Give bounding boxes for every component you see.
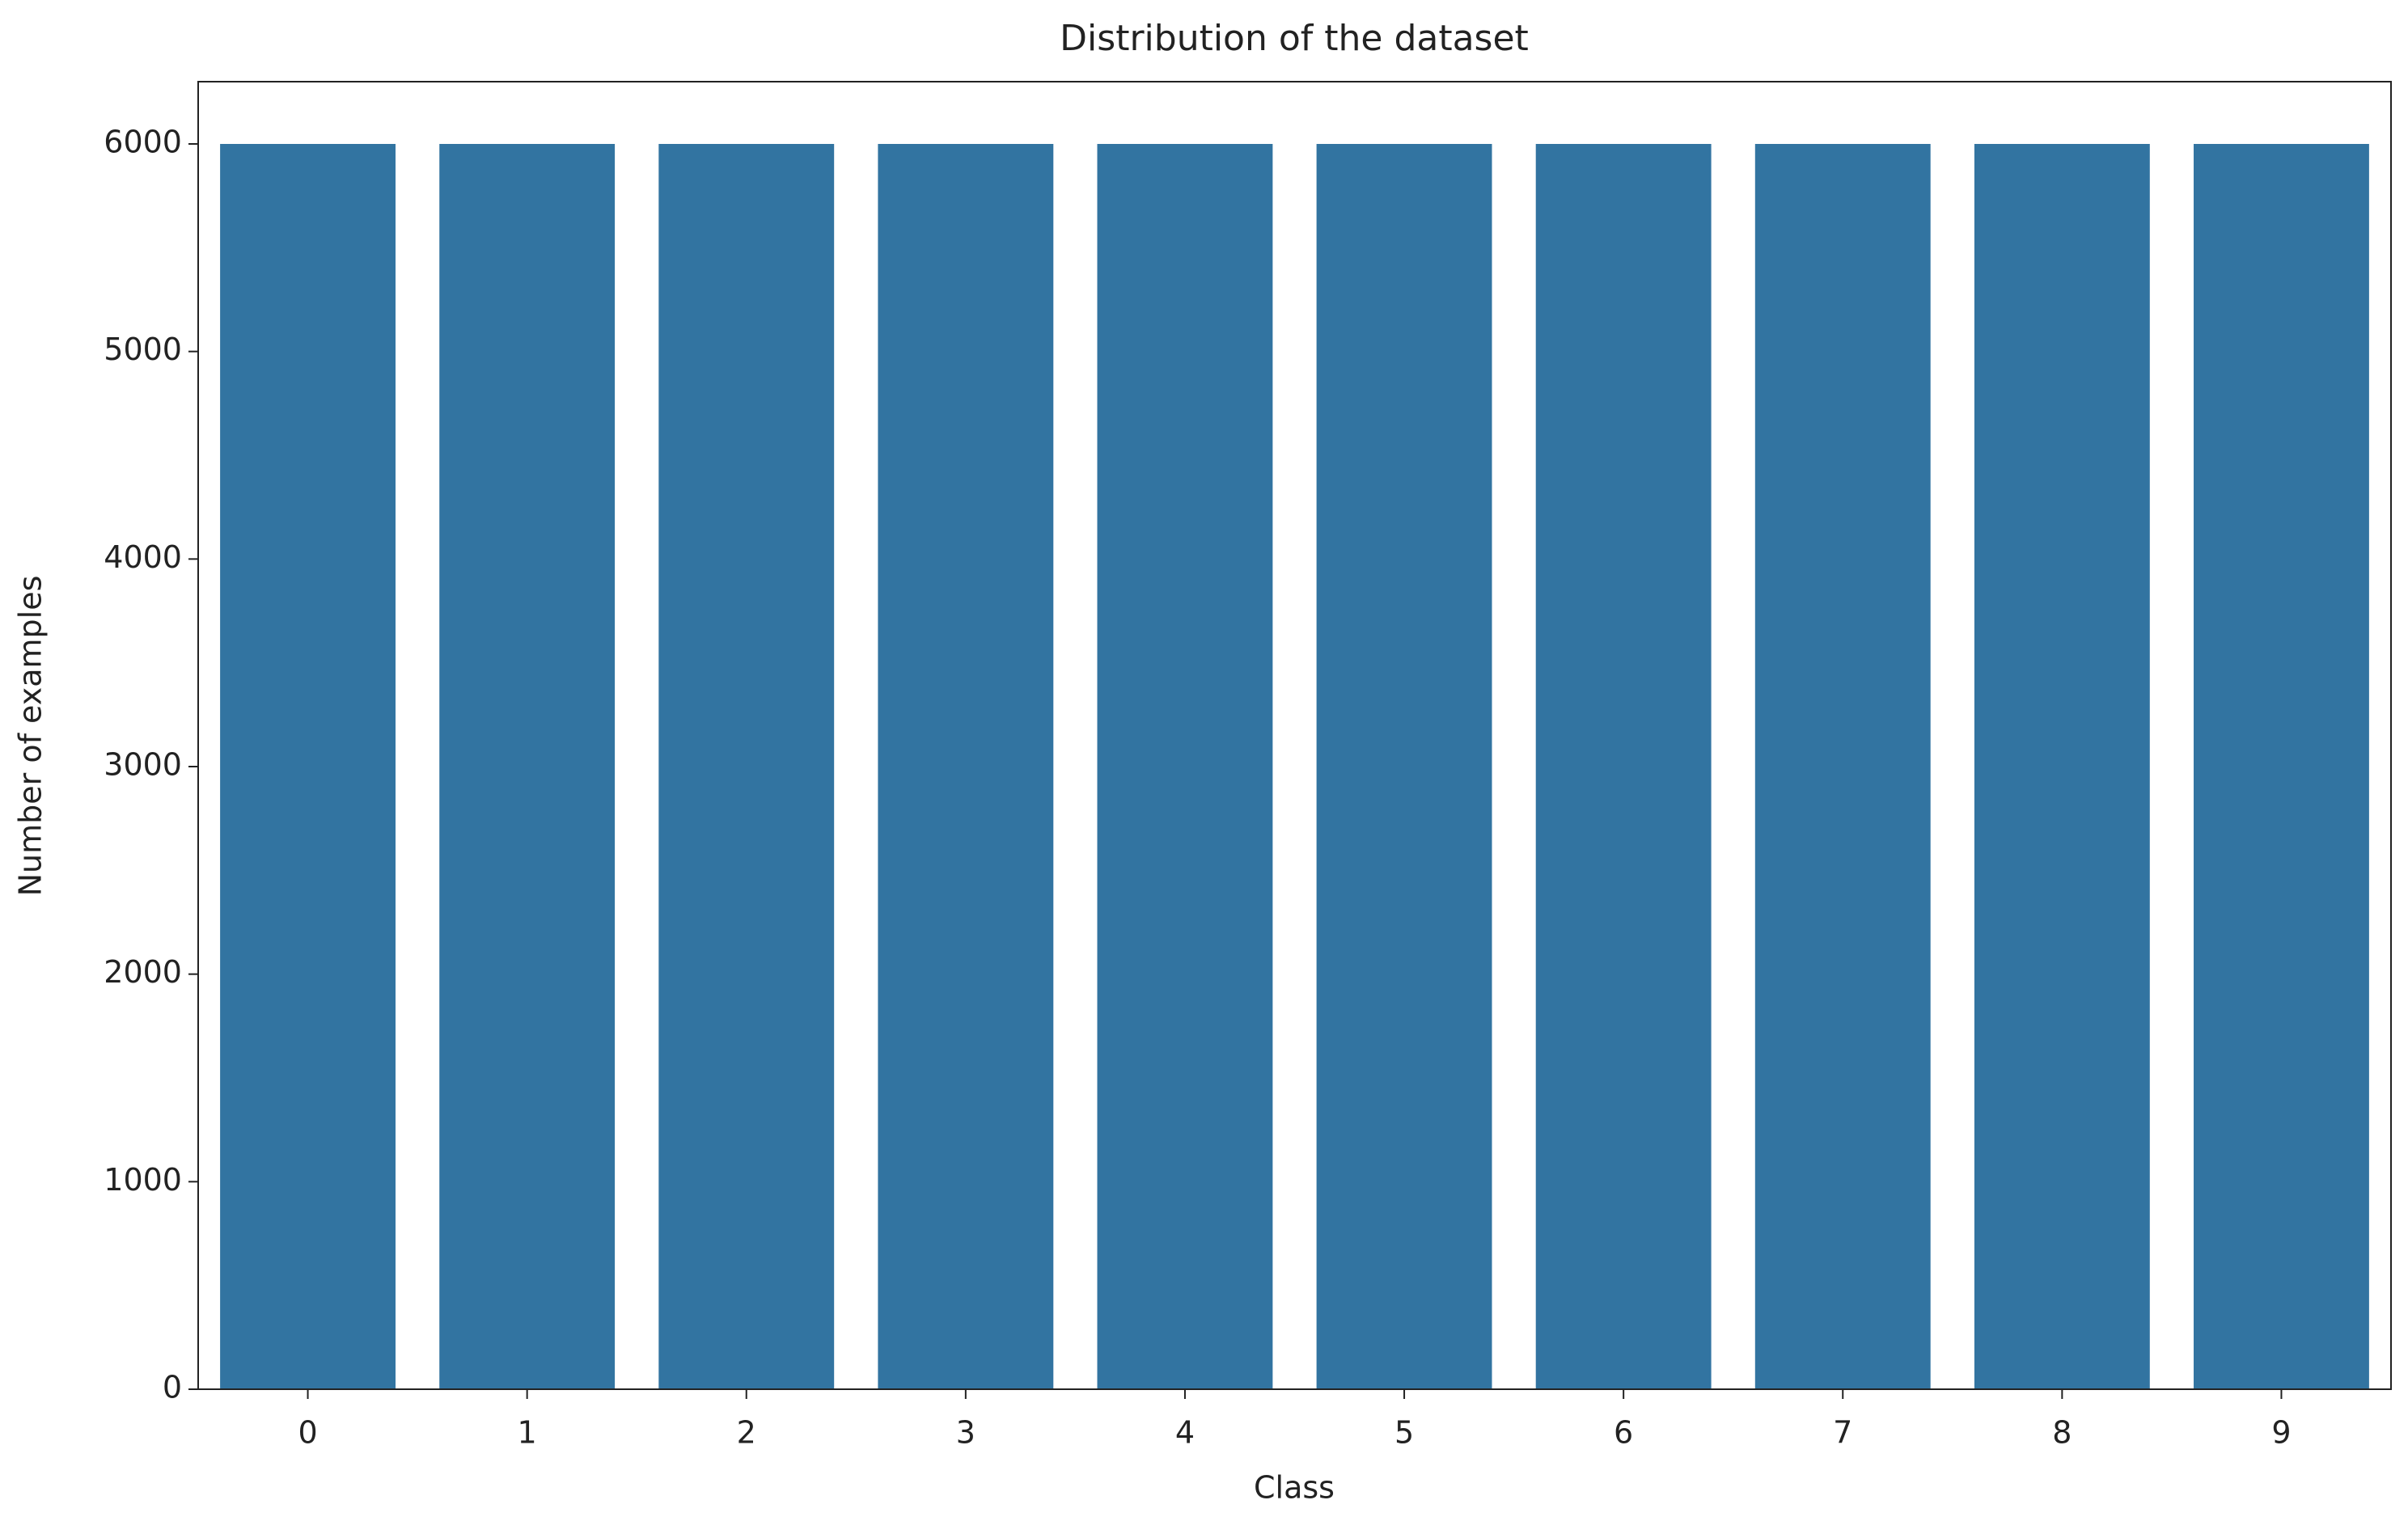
y-tick-label: 6000 [104,125,182,160]
y-tick-label: 1000 [104,1162,182,1198]
x-tick-label: 7 [1833,1415,1852,1451]
bar [1974,144,2150,1389]
bar [439,144,616,1389]
bar [1754,144,1931,1389]
x-tick-label: 2 [737,1415,756,1451]
y-tick-label: 3000 [104,747,182,783]
x-tick-label: 1 [518,1415,537,1451]
bar [1535,144,1712,1389]
x-tick-label: 8 [2052,1415,2072,1451]
chart-title: Distribution of the dataset [1060,18,1529,59]
y-tick-label: 5000 [104,332,182,367]
y-tick-label: 0 [163,1370,182,1405]
plot-frame [197,81,2392,1390]
x-tick-label: 4 [1175,1415,1195,1451]
x-tick-label: 3 [956,1415,975,1451]
bar [1316,144,1492,1389]
x-tick-label: 5 [1394,1415,1414,1451]
bar [878,144,1054,1389]
x-tick-label: 0 [298,1415,317,1451]
y-axis-label: Number of examples [13,576,49,897]
bar [2194,144,2369,1389]
x-tick-label: 9 [2271,1415,2291,1451]
x-axis-label: Class [1254,1470,1335,1506]
bar [658,144,835,1389]
x-tick-label: 6 [1614,1415,1633,1451]
y-tick-label: 2000 [104,954,182,990]
bar [220,144,396,1389]
bar [1097,144,1273,1389]
y-tick-label: 4000 [104,539,182,575]
